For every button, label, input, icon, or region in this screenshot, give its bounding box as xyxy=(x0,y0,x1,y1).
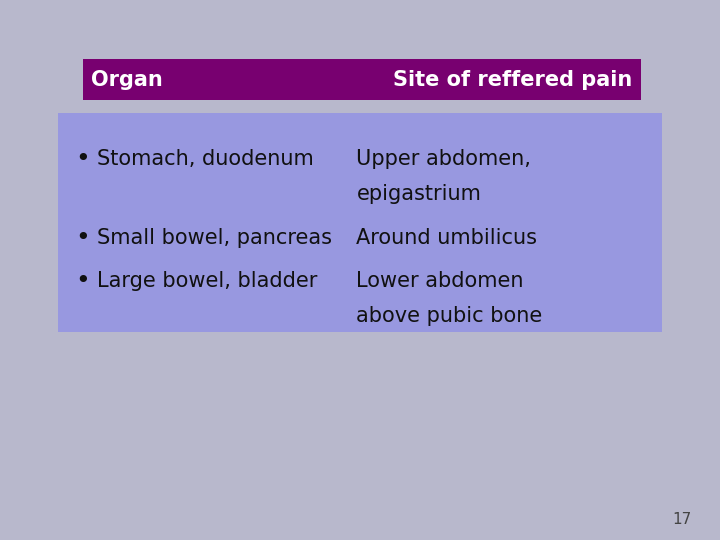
Text: Organ: Organ xyxy=(91,70,163,90)
Text: epigastrium: epigastrium xyxy=(356,184,481,205)
Text: Large bowel, bladder: Large bowel, bladder xyxy=(97,271,318,291)
FancyBboxPatch shape xyxy=(58,113,662,332)
Text: Stomach, duodenum: Stomach, duodenum xyxy=(97,149,314,170)
Text: Upper abdomen,: Upper abdomen, xyxy=(356,149,531,170)
Text: Small bowel, pancreas: Small bowel, pancreas xyxy=(97,227,332,248)
Text: •: • xyxy=(76,269,90,293)
FancyBboxPatch shape xyxy=(83,59,641,100)
Text: above pubic bone: above pubic bone xyxy=(356,306,543,326)
Text: Around umbilicus: Around umbilicus xyxy=(356,227,537,248)
Text: 17: 17 xyxy=(672,511,691,526)
Text: •: • xyxy=(76,147,90,171)
Text: Site of reffered pain: Site of reffered pain xyxy=(393,70,632,90)
Text: Lower abdomen: Lower abdomen xyxy=(356,271,524,291)
Text: •: • xyxy=(76,226,90,249)
